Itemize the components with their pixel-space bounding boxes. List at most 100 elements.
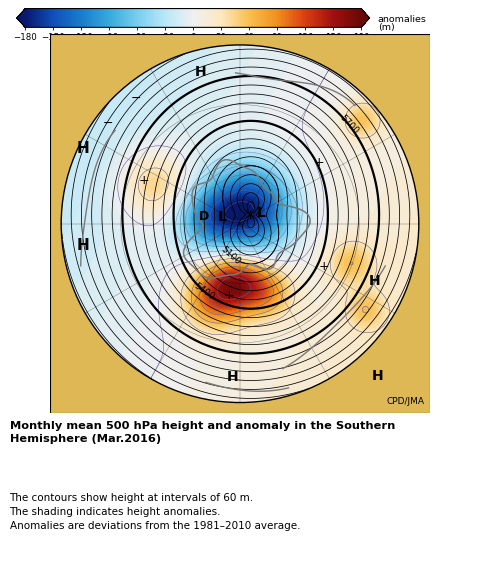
Point	[236, 219, 244, 229]
Point	[236, 219, 244, 229]
Point	[236, 219, 244, 229]
Text: H: H	[76, 141, 89, 156]
Point	[236, 219, 244, 229]
Point	[236, 219, 244, 229]
Text: H: H	[372, 369, 384, 382]
Point	[236, 219, 244, 229]
Point	[236, 219, 244, 229]
Point	[236, 219, 244, 229]
Point	[236, 219, 244, 229]
Point	[236, 219, 244, 229]
Point	[236, 219, 244, 229]
Point	[236, 219, 244, 229]
Point	[236, 219, 244, 229]
Point	[236, 219, 244, 229]
Point	[236, 219, 244, 229]
Point	[236, 219, 244, 229]
Text: L: L	[218, 210, 227, 223]
Point	[236, 219, 244, 229]
Point	[236, 219, 244, 229]
Point	[236, 219, 244, 229]
Point	[236, 219, 244, 229]
Point	[236, 219, 244, 229]
Point	[236, 219, 244, 229]
Text: 5400: 5400	[192, 281, 216, 302]
Point	[236, 219, 244, 229]
Text: D: D	[199, 210, 209, 223]
Point	[236, 219, 244, 229]
Text: −: −	[131, 92, 142, 105]
Point	[236, 219, 244, 229]
Point	[236, 219, 244, 229]
Point	[236, 219, 244, 229]
Point	[236, 219, 244, 229]
Point	[236, 219, 244, 229]
Point	[236, 219, 244, 229]
Text: anomalies: anomalies	[378, 15, 427, 24]
Point	[236, 219, 244, 229]
Point	[236, 219, 244, 229]
Point	[236, 219, 244, 229]
Point	[236, 219, 244, 229]
Point	[236, 219, 244, 229]
Text: (m): (m)	[378, 23, 395, 32]
Point	[236, 219, 244, 229]
Point	[236, 219, 244, 229]
Point	[236, 219, 244, 229]
Point	[236, 219, 244, 229]
Point	[236, 219, 244, 229]
Point	[236, 219, 244, 229]
Point	[236, 219, 244, 229]
Point	[236, 219, 244, 229]
Point	[236, 219, 244, 229]
Point	[236, 219, 244, 229]
Point	[236, 219, 244, 229]
Point	[236, 219, 244, 229]
Point	[236, 219, 244, 229]
Text: 5100: 5100	[219, 245, 242, 266]
Point	[236, 219, 244, 229]
Point	[236, 219, 244, 229]
Point	[236, 219, 244, 229]
Point	[236, 219, 244, 229]
Point	[236, 219, 244, 229]
Point	[236, 219, 244, 229]
Text: +: +	[138, 174, 149, 188]
Text: +: +	[313, 156, 324, 169]
Point	[236, 219, 244, 229]
Point	[236, 219, 244, 229]
Point	[236, 219, 244, 229]
Text: H: H	[195, 65, 206, 79]
Point	[236, 219, 244, 229]
Point	[236, 219, 244, 229]
Point	[236, 219, 244, 229]
Text: 5700: 5700	[337, 113, 360, 136]
Point	[236, 219, 244, 229]
Point	[236, 219, 244, 229]
Point	[236, 219, 244, 229]
Point	[236, 219, 244, 229]
Text: +: +	[319, 260, 329, 273]
Text: H: H	[76, 238, 89, 253]
Point	[236, 219, 244, 229]
Text: L: L	[257, 206, 266, 220]
Point	[236, 219, 244, 229]
Point	[236, 219, 244, 229]
Point	[236, 219, 244, 229]
PathPatch shape	[361, 9, 370, 27]
Point	[236, 219, 244, 229]
Point	[236, 219, 244, 229]
Text: The contours show height at intervals of 60 m.
The shading indicates height anom: The contours show height at intervals of…	[10, 493, 300, 531]
Point	[236, 219, 244, 229]
Point	[236, 219, 244, 229]
Point	[236, 219, 244, 229]
Point	[236, 219, 244, 229]
Point	[236, 219, 244, 229]
Point	[236, 219, 244, 229]
Point	[236, 219, 244, 229]
Text: Monthly mean 500 hPa height and anomaly in the Southern
Hemisphere (Mar.2016): Monthly mean 500 hPa height and anomaly …	[10, 421, 395, 443]
Point	[236, 219, 244, 229]
Point	[236, 219, 244, 229]
Point	[236, 219, 244, 229]
Point	[236, 219, 244, 229]
